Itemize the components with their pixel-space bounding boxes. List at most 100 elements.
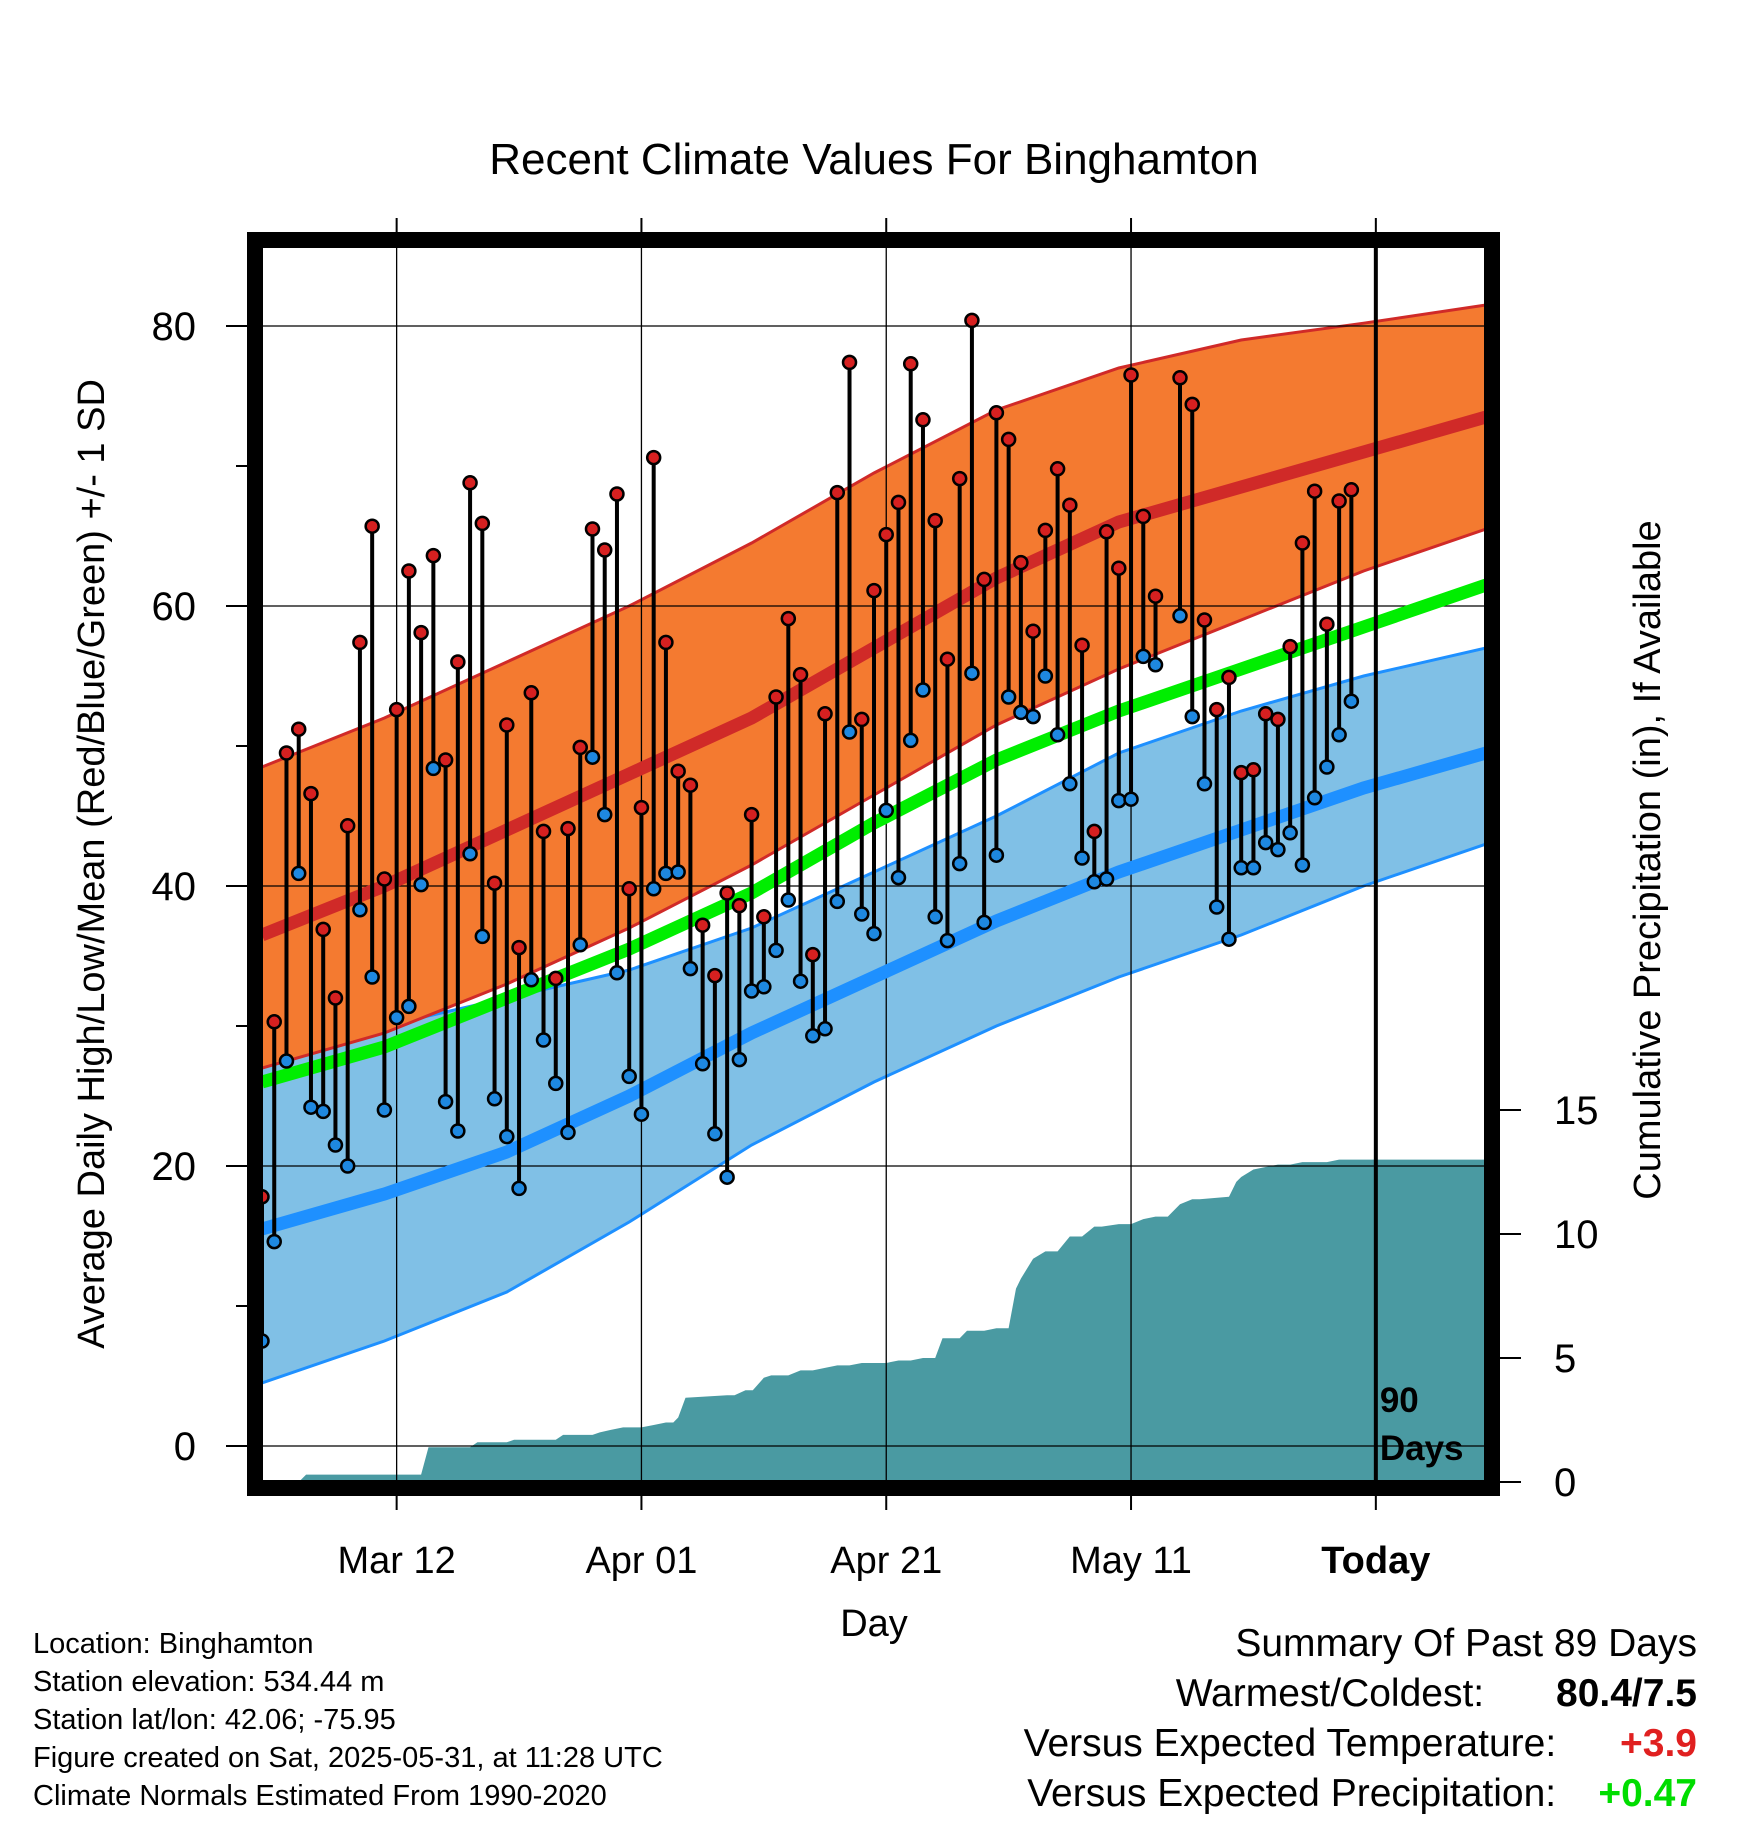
daily-high-point	[548, 970, 564, 987]
daily-low-point	[1074, 850, 1090, 866]
daily-high-point	[262, 1189, 270, 1205]
daily-low-point	[486, 1091, 503, 1107]
daily-low-point	[266, 1233, 282, 1250]
daily-high-point	[425, 547, 442, 564]
daily-high-point	[670, 763, 686, 779]
summary-panel: Summary Of Past 89 Days Warmest/Coldest:…	[900, 1622, 1697, 1822]
daily-high-point	[609, 486, 625, 502]
daily-low-point	[262, 1333, 270, 1349]
daily-low-point	[1294, 857, 1311, 873]
daily-low-point	[1135, 648, 1152, 665]
daily-high-point	[303, 785, 319, 802]
daily-low-point	[1025, 708, 1041, 725]
daily-low-point	[902, 732, 919, 749]
daily-high-point	[327, 990, 344, 1006]
daily-low-point	[413, 876, 429, 893]
daily-high-point	[805, 946, 821, 963]
daily-low-point	[1049, 727, 1066, 743]
daily-high-point	[817, 706, 833, 722]
plot-area: 90 Days 0 20 40 60 80 0 5 10 15 Mar 12 Apr 01 Apr 21 M…	[152, 218, 1599, 1582]
daily-low-point	[756, 979, 772, 995]
daily-high-point	[1343, 482, 1360, 498]
daily-high-point	[964, 312, 980, 329]
daily-high-point	[1172, 370, 1188, 386]
daily-high-point	[951, 470, 968, 487]
x-tick-label: Today	[1321, 1540, 1430, 1582]
precip-value: +0.47	[1598, 1772, 1697, 1815]
daily-high-point	[792, 666, 809, 683]
daily-low-point	[1319, 759, 1335, 775]
daily-high-point	[376, 871, 393, 887]
daily-low-point	[327, 1137, 344, 1153]
daily-low-point	[290, 865, 307, 882]
daily-low-point	[1196, 776, 1213, 792]
y-tick-label: 40	[152, 865, 197, 909]
daily-high-point	[743, 806, 760, 823]
daily-high-point	[364, 518, 380, 534]
daily-high-point	[1025, 623, 1041, 639]
today-days-unit: Days	[1380, 1429, 1464, 1468]
daily-low-point	[1343, 693, 1360, 709]
daily-low-point	[511, 1180, 527, 1197]
daily-low-point	[645, 881, 662, 897]
daily-low-point	[425, 760, 442, 777]
daily-low-point	[1306, 790, 1323, 806]
daily-high-point	[1245, 762, 1262, 778]
x-tick-label: May 11	[1070, 1540, 1192, 1582]
daily-high-point	[584, 521, 601, 537]
daily-high-point	[290, 721, 307, 737]
created-text: Figure created on Sat, 2025-05-31, at 11…	[33, 1742, 663, 1774]
daily-low-point	[1000, 689, 1017, 705]
daily-high-point	[1111, 560, 1127, 576]
daily-low-point	[376, 1102, 393, 1118]
daily-high-point	[278, 745, 295, 761]
precip-label: Versus Expected Precipitation:	[1027, 1772, 1557, 1815]
daily-low-point	[1270, 841, 1286, 858]
daily-high-point	[352, 634, 368, 651]
daily-high-point	[1294, 535, 1311, 551]
daily-high-point	[780, 610, 797, 627]
daily-low-point	[1086, 874, 1103, 890]
daily-low-point	[1062, 776, 1078, 792]
daily-low-point	[939, 932, 956, 949]
low-normal-band	[262, 648, 1486, 1383]
daily-low-point	[621, 1068, 637, 1085]
temp-label: Versus Expected Temperature:	[1023, 1722, 1557, 1765]
daily-high-point	[1098, 524, 1115, 540]
temp-value: +3.9	[1620, 1722, 1697, 1765]
today-days-number: 90	[1380, 1381, 1419, 1420]
y-tick-label: 0	[174, 1425, 196, 1469]
warm-cold-value: 80.4/7.5	[1556, 1672, 1697, 1715]
daily-low-point	[658, 865, 674, 882]
high-band-upper-edge	[262, 303, 1486, 769]
daily-high-point	[866, 582, 882, 599]
daily-high-point	[682, 777, 699, 793]
warm-cold-label: Warmest/Coldest:	[1175, 1672, 1485, 1715]
daily-high-point	[719, 885, 735, 901]
daily-low-point	[450, 1123, 466, 1139]
daily-low-point	[278, 1053, 295, 1069]
daily-high-point	[731, 897, 748, 914]
daily-high-point	[988, 405, 1005, 421]
daily-high-point	[621, 881, 637, 897]
daily-high-point	[450, 654, 466, 670]
y2-tick-label: 15	[1554, 1089, 1599, 1133]
normals-text: Climate Normals Estimated From 1990-2020	[33, 1780, 607, 1812]
daily-high-point	[572, 739, 588, 756]
daily-high-point	[1074, 637, 1090, 653]
daily-low-point	[1331, 727, 1347, 743]
low-band-lower-edge	[262, 842, 1486, 1385]
daily-high-point	[511, 939, 527, 956]
daily-high-point	[829, 484, 846, 501]
x-tick-label: Apr 21	[830, 1540, 942, 1582]
daily-low-point	[694, 1056, 711, 1072]
daily-high-point	[486, 875, 503, 891]
daily-low-point	[951, 855, 968, 872]
daily-high-point	[854, 711, 870, 728]
summary-precip: Versus Expected Precipitation: +0.47	[1027, 1772, 1697, 1816]
daily-low-point	[890, 869, 907, 886]
daily-high-point	[1147, 588, 1164, 604]
precip-area	[262, 1159, 1486, 1482]
daily-high-point	[1086, 823, 1103, 840]
